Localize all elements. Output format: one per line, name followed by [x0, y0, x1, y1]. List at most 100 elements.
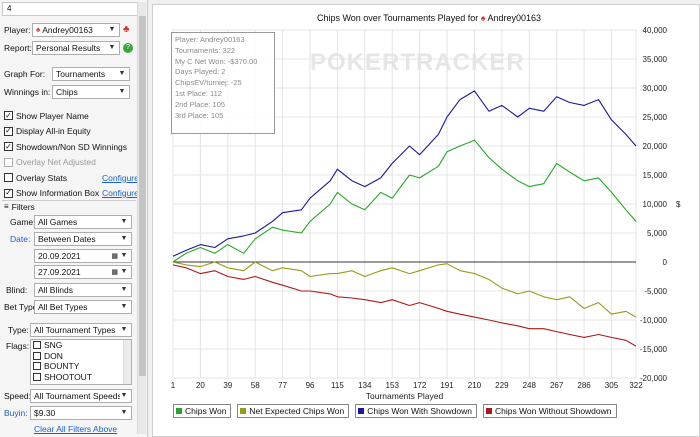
type-row: Type: All Tournament Types ▼ [4, 322, 132, 337]
blind-select[interactable]: All Blinds ▼ [34, 282, 132, 297]
checkbox[interactable] [33, 372, 41, 381]
chevron-down-icon: ▼ [108, 44, 116, 51]
help-icon[interactable]: ? [123, 42, 133, 53]
option-label: Show Information Box [16, 188, 100, 198]
player-row: Player: ♠ Andrey00163 ▼ ♣ [4, 22, 130, 37]
option-row: Overlay Stats Configure [4, 170, 139, 185]
bet-type-select[interactable]: All Bet Types ▼ [34, 299, 132, 314]
speed-row: Speed: All Tournament Speeds ▼ [4, 388, 132, 403]
checkbox[interactable] [33, 362, 41, 371]
bet-type-label: Bet Type: [4, 301, 40, 312]
poker-chip-icon: ♠ [36, 25, 41, 34]
report-row: Report: Personal Results ▼ ? [4, 40, 133, 55]
game-select[interactable]: All Games ▼ [34, 214, 132, 229]
chevron-down-icon: ▼ [120, 392, 128, 399]
chevron-down-icon: ▼ [120, 268, 128, 275]
legend-item[interactable]: Chips Won [173, 404, 232, 418]
speed-select[interactable]: All Tournament Speeds ▼ [30, 388, 132, 403]
checkbox[interactable] [4, 157, 13, 167]
info-line: Player: Andrey00163 [175, 35, 245, 44]
flag-item[interactable]: SHOOTOUT [31, 372, 131, 383]
option-label: Showdown/Non SD Winnings [16, 141, 128, 152]
option-label: Overlay Net Adjusted [16, 157, 96, 167]
option-label: Overlay Stats [16, 172, 68, 183]
information-box: Player: Andrey00163 Tournaments: 322 My C … [171, 32, 275, 134]
date-to-picker[interactable]: 27.09.2021 ▦ ▼ [34, 264, 132, 279]
info-line: Tournaments: 322 [175, 45, 236, 55]
info-line: 1st Place: 112 [175, 88, 222, 98]
legend-label: Net Expected Chips Won [249, 406, 345, 416]
buyin-select[interactable]: $9.30 ▼ [30, 405, 132, 420]
report-select[interactable]: Personal Results ▼ [32, 40, 120, 55]
flag-label: SHOOTOUT [44, 371, 93, 382]
panel-scrollbar[interactable] [137, 2, 146, 434]
report-value: Personal Results [36, 42, 101, 53]
player-value: Andrey00163 [42, 24, 93, 35]
date-select[interactable]: Between Dates ▼ [34, 231, 132, 246]
filters-title: Filters [11, 201, 35, 212]
player-label: Player: [4, 24, 31, 35]
checkbox[interactable] [4, 173, 13, 182]
option-label: Display All-in Equity [16, 126, 91, 136]
clear-filters-link[interactable]: Clear All Filters Above [34, 424, 118, 434]
settings-panel: 4 Player: ♠ Andrey00163 ▼ ♣ Report: Pers… [0, 0, 148, 437]
legend-swatch [240, 408, 247, 414]
graph-for-row: Graph For: Tournaments ▼ [4, 66, 130, 81]
chevron-down-icon: ▼ [118, 70, 126, 77]
game-value: All Games [38, 216, 78, 227]
speed-label: Speed: [4, 390, 31, 401]
legend-item[interactable]: Chips Won With Showdown [355, 404, 477, 418]
configure-link[interactable]: Configure [102, 188, 139, 198]
flags-list[interactable]: SNG DON BOUNTY SHOOTOUT [30, 339, 132, 385]
checkbox[interactable]: ✓ [4, 188, 13, 198]
scrollbar-thumb[interactable] [139, 16, 146, 376]
filters-header[interactable]: ≡ Filters [2, 200, 136, 212]
graph-for-select[interactable]: Tournaments ▼ [52, 66, 130, 81]
info-line: 3rd Place: 105 [175, 110, 224, 120]
checkbox[interactable]: ✓ [4, 126, 13, 136]
collapse-icon: ≡ [4, 202, 9, 211]
buyin-value: $9.30 [34, 407, 56, 418]
blind-label: Blind: [6, 284, 28, 295]
blind-row: Blind: All Blinds ▼ [4, 282, 132, 297]
chart-legend: Chips Won Net Expected Chips Won Chips Won… [173, 404, 623, 418]
top-input[interactable]: 4 [2, 2, 146, 16]
calendar-icon[interactable]: ▦ [111, 252, 118, 260]
checkbox[interactable]: ✓ [4, 141, 13, 151]
checkbox[interactable] [33, 351, 41, 360]
blind-value: All Blinds [38, 284, 73, 295]
flag-item[interactable]: BOUNTY [31, 361, 131, 372]
chevron-down-icon: ▼ [120, 286, 128, 293]
winnings-select[interactable]: Chips ▼ [52, 84, 130, 99]
chevron-down-icon: ▼ [120, 235, 128, 242]
legend-item[interactable]: Chips Won Without Showdown [482, 404, 617, 418]
date-from-picker[interactable]: 20.09.2021 ▦ ▼ [34, 248, 132, 263]
date-value: Between Dates [38, 233, 96, 244]
legend-swatch [358, 408, 365, 414]
type-select[interactable]: All Tournament Types ▼ [30, 322, 132, 337]
winnings-label: Winnings in: [4, 86, 51, 97]
player-avatar-icon[interactable]: ♣ [123, 24, 130, 35]
checkbox[interactable]: ✓ [4, 110, 13, 120]
report-label: Report: [4, 42, 32, 53]
buyin-label: Buyin: [4, 407, 28, 418]
flag-item[interactable]: SNG [31, 340, 131, 351]
configure-link[interactable]: Configure [102, 172, 139, 183]
bet-type-row: Bet Type: All Bet Types ▼ [4, 299, 132, 314]
date-row: Date: Between Dates ▼ [4, 231, 132, 246]
calendar-icon[interactable]: ▦ [111, 268, 118, 276]
type-value: All Tournament Types [34, 324, 116, 335]
info-line: Days Played: 2 [175, 67, 226, 77]
player-select[interactable]: ♠ Andrey00163 ▼ [32, 22, 120, 37]
legend-item[interactable]: Net Expected Chips Won [237, 404, 350, 418]
speed-value: All Tournament Speeds [34, 390, 120, 401]
date-to-value: 27.09.2021 [38, 266, 81, 277]
bet-type-value: All Bet Types [38, 301, 88, 312]
chevron-down-icon: ▼ [120, 218, 128, 225]
legend-swatch [176, 408, 182, 414]
checkbox[interactable] [33, 341, 41, 350]
flags-scrollbar[interactable] [123, 340, 131, 384]
flags-label: Flags: [6, 341, 30, 351]
flag-item[interactable]: DON [31, 351, 131, 362]
date-to-row: 27.09.2021 ▦ ▼ [34, 264, 132, 279]
